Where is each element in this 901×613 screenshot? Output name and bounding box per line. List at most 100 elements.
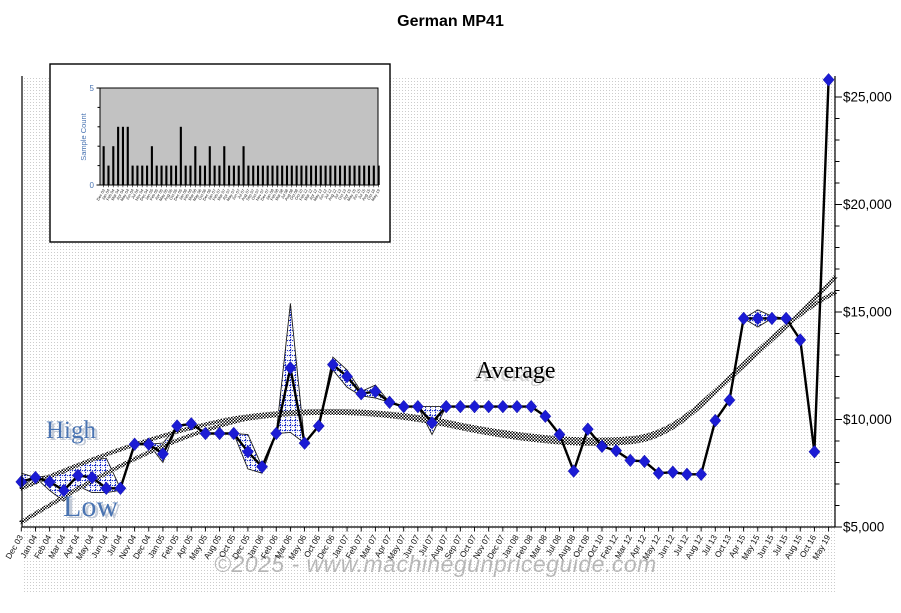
data-point-marker	[454, 399, 467, 414]
inset-x-axis-label: Apr 15	[342, 187, 353, 200]
inset-x-axis-label: Oct 16	[366, 187, 377, 200]
inset-x-axis-label: Jun 04	[125, 187, 136, 201]
sample-count-bar	[208, 146, 211, 185]
data-point-marker	[808, 445, 821, 459]
sample-count-bar	[223, 146, 226, 185]
inset-x-axis-label: Jan 04	[100, 187, 111, 201]
inset-x-axis-label: Nov 04	[134, 187, 145, 201]
data-point-marker	[412, 399, 424, 414]
inset-x-axis-label: May 15	[346, 187, 357, 202]
sample-count-bar	[194, 146, 197, 185]
sample-count-bar	[324, 165, 327, 185]
sample-count-bar	[112, 146, 115, 185]
inset-x-axis-label: Aug 05	[163, 187, 174, 201]
sample-count-bar	[160, 165, 163, 185]
average-series-label: Average	[476, 358, 556, 384]
sample-count-bar	[372, 165, 375, 185]
sample-count-bar	[242, 146, 245, 185]
inset-x-axis-label: Oct 08	[289, 187, 300, 200]
sample-count-bar	[136, 165, 139, 185]
y-axis-label: $10,000	[843, 412, 892, 427]
inset-x-axis-label: Dec 07	[259, 187, 270, 201]
inset-x-axis-label: Oct 07	[250, 187, 261, 200]
inset-x-axis-label: May 19	[370, 187, 381, 202]
inset-x-axis-label: Aug 15	[361, 187, 372, 201]
inset-x-axis-label: Aug 12	[327, 187, 338, 201]
average-line	[20, 79, 830, 492]
sample-count-bar	[300, 165, 303, 185]
inset-x-axis-label: Mar 08	[274, 187, 285, 201]
y-axis-label: $20,000	[843, 197, 892, 212]
sample-count-bar	[329, 165, 332, 185]
data-point-marker	[29, 470, 42, 485]
sample-count-bar	[319, 165, 322, 185]
data-point-marker	[482, 399, 495, 414]
data-point-marker	[624, 453, 637, 468]
data-point-marker	[284, 361, 297, 375]
inset-x-axis-label: May 06	[192, 187, 203, 202]
sample-count-bar	[281, 165, 284, 185]
data-point-marker	[369, 384, 382, 399]
sample-count-bar	[285, 165, 289, 185]
sample-count-bar	[358, 165, 361, 185]
inset-x-axis-label: Feb 12	[298, 187, 309, 201]
inset-x-axis-label: Mar 04	[110, 187, 121, 201]
inset-x-axis-label: Jan 06	[178, 187, 189, 201]
inset-x-axis-label: Dec 04	[139, 187, 150, 201]
inset-x-axis-label: Oct 05	[168, 187, 179, 200]
inset-y-max-label: 5	[90, 84, 95, 93]
data-point-marker	[199, 426, 212, 441]
inset-x-axis-label: Sep 07	[245, 187, 256, 201]
sample-count-bar	[363, 165, 366, 185]
inset-x-axis-label: Jun 07	[231, 187, 242, 201]
sample-count-bar	[367, 165, 371, 185]
average-markers	[15, 73, 835, 498]
data-point-marker	[553, 427, 566, 442]
sample-count-bar	[310, 165, 313, 185]
sample-count-bar	[247, 165, 250, 185]
data-point-marker	[751, 311, 764, 326]
sample-count-bar	[102, 146, 105, 185]
inset-x-axis-label: Feb 06	[182, 187, 193, 201]
sample-count-bar	[252, 165, 255, 185]
inset-x-axis-label: Dec 03	[95, 187, 106, 201]
sample-count-bar	[213, 165, 216, 185]
data-point-marker	[794, 333, 807, 347]
data-point-marker	[780, 311, 792, 326]
data-point-marker	[652, 466, 665, 480]
low-trend-curve	[18, 274, 838, 525]
sample-count-bar	[228, 165, 231, 185]
data-point-marker	[86, 470, 98, 485]
inset-x-axis-label: Oct 10	[294, 187, 305, 200]
sample-count-bar	[170, 165, 173, 185]
data-point-marker	[256, 460, 268, 474]
inset-x-axis-label: Aug 07	[240, 187, 251, 201]
inset-x-axis-label: Feb 07	[211, 187, 222, 201]
inset-x-axis-label: Aug 08	[283, 187, 294, 201]
data-point-marker	[185, 417, 198, 431]
sample-count-bar	[155, 165, 158, 185]
inset-x-axis-label: Nov 07	[255, 187, 266, 201]
data-point-marker	[341, 369, 353, 384]
data-point-marker	[766, 311, 778, 326]
sample-count-bar	[353, 165, 356, 185]
data-point-marker	[681, 467, 693, 482]
inset-x-axis-label: Jul 07	[236, 187, 246, 199]
sample-count-bar	[218, 165, 221, 185]
sample-count-bar	[189, 165, 192, 185]
data-point-marker	[397, 399, 410, 414]
data-point-marker	[511, 399, 523, 414]
inset-x-axis-label: May 07	[225, 187, 236, 202]
data-point-marker	[496, 399, 509, 414]
inset-x-axis-label: Oct 13	[337, 187, 348, 200]
data-point-marker	[312, 419, 325, 433]
inset-x-axis-label: Feb 08	[269, 187, 280, 201]
inset-x-axis-label: Jun 12	[318, 187, 329, 201]
y-axis-label: $5,000	[843, 520, 884, 535]
data-point-marker	[426, 416, 438, 430]
sample-count-bar	[165, 165, 168, 185]
